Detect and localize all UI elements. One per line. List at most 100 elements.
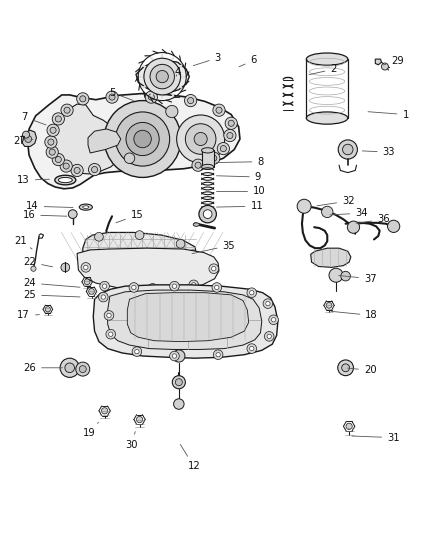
Text: 36: 36 — [356, 214, 390, 224]
Ellipse shape — [193, 223, 199, 227]
Circle shape — [48, 139, 54, 145]
Circle shape — [55, 116, 61, 122]
Circle shape — [84, 265, 88, 270]
Text: 6: 6 — [239, 55, 257, 67]
Text: 37: 37 — [339, 274, 377, 284]
Circle shape — [346, 423, 352, 430]
Circle shape — [338, 140, 357, 159]
Circle shape — [71, 164, 83, 176]
Text: 11: 11 — [216, 201, 263, 211]
Text: 32: 32 — [317, 196, 355, 206]
Circle shape — [189, 280, 198, 289]
Circle shape — [99, 292, 108, 302]
Circle shape — [228, 120, 234, 126]
Polygon shape — [108, 290, 262, 350]
Circle shape — [47, 124, 59, 136]
Circle shape — [148, 94, 154, 100]
Circle shape — [170, 351, 179, 361]
Circle shape — [50, 127, 56, 133]
Polygon shape — [136, 60, 189, 93]
Circle shape — [166, 106, 178, 118]
Ellipse shape — [79, 204, 92, 210]
Circle shape — [326, 302, 332, 308]
Circle shape — [45, 306, 50, 312]
Circle shape — [60, 358, 79, 377]
Circle shape — [176, 239, 185, 248]
Circle shape — [297, 199, 311, 213]
Text: 34: 34 — [330, 208, 368, 218]
Circle shape — [107, 313, 111, 318]
Polygon shape — [21, 130, 36, 147]
Circle shape — [211, 155, 217, 161]
Circle shape — [49, 149, 55, 155]
Circle shape — [22, 131, 29, 138]
Circle shape — [68, 210, 77, 219]
Circle shape — [63, 163, 69, 169]
Circle shape — [100, 281, 110, 291]
Text: 18: 18 — [331, 310, 378, 320]
Text: 19: 19 — [83, 422, 99, 438]
Circle shape — [247, 344, 257, 353]
Circle shape — [173, 399, 184, 409]
Text: 31: 31 — [352, 433, 400, 442]
Circle shape — [102, 284, 107, 288]
Bar — [201, 150, 214, 167]
Circle shape — [381, 63, 389, 70]
Ellipse shape — [55, 175, 76, 185]
Text: 22: 22 — [23, 257, 53, 267]
Text: 24: 24 — [23, 278, 80, 288]
Circle shape — [216, 107, 222, 113]
Circle shape — [272, 318, 276, 322]
Circle shape — [45, 136, 57, 148]
Circle shape — [188, 250, 197, 259]
Circle shape — [156, 70, 168, 83]
Circle shape — [341, 271, 350, 281]
Text: 7: 7 — [21, 112, 46, 125]
Circle shape — [227, 133, 233, 139]
Circle shape — [61, 263, 70, 272]
Circle shape — [220, 146, 226, 152]
Circle shape — [104, 101, 181, 177]
Circle shape — [108, 243, 122, 257]
Circle shape — [60, 160, 72, 172]
Circle shape — [95, 232, 103, 241]
Circle shape — [269, 315, 279, 325]
Circle shape — [195, 162, 201, 168]
Circle shape — [175, 379, 182, 386]
Polygon shape — [83, 232, 196, 266]
Circle shape — [225, 117, 237, 130]
Ellipse shape — [112, 254, 124, 261]
Polygon shape — [127, 293, 249, 342]
Circle shape — [203, 210, 212, 219]
Circle shape — [129, 282, 139, 292]
Text: 17: 17 — [17, 310, 39, 320]
Circle shape — [46, 146, 58, 158]
Circle shape — [342, 364, 350, 372]
Circle shape — [109, 332, 113, 336]
Circle shape — [116, 112, 170, 166]
Text: 12: 12 — [180, 445, 200, 472]
Ellipse shape — [58, 177, 72, 183]
Circle shape — [79, 366, 86, 373]
Text: 25: 25 — [23, 290, 80, 300]
Circle shape — [212, 282, 222, 292]
Polygon shape — [28, 94, 240, 189]
Polygon shape — [88, 129, 121, 153]
Circle shape — [150, 64, 174, 89]
Circle shape — [132, 347, 142, 357]
Polygon shape — [52, 104, 123, 174]
Circle shape — [172, 376, 185, 389]
Circle shape — [150, 286, 155, 290]
Polygon shape — [311, 248, 351, 268]
Text: 10: 10 — [216, 187, 266, 196]
Circle shape — [347, 221, 360, 233]
Circle shape — [199, 205, 216, 223]
Text: 35: 35 — [192, 240, 235, 254]
Circle shape — [101, 295, 106, 299]
Text: 21: 21 — [14, 236, 32, 249]
Circle shape — [85, 254, 93, 263]
Circle shape — [212, 266, 216, 271]
Circle shape — [192, 159, 204, 171]
Circle shape — [77, 93, 89, 105]
Polygon shape — [77, 248, 219, 289]
